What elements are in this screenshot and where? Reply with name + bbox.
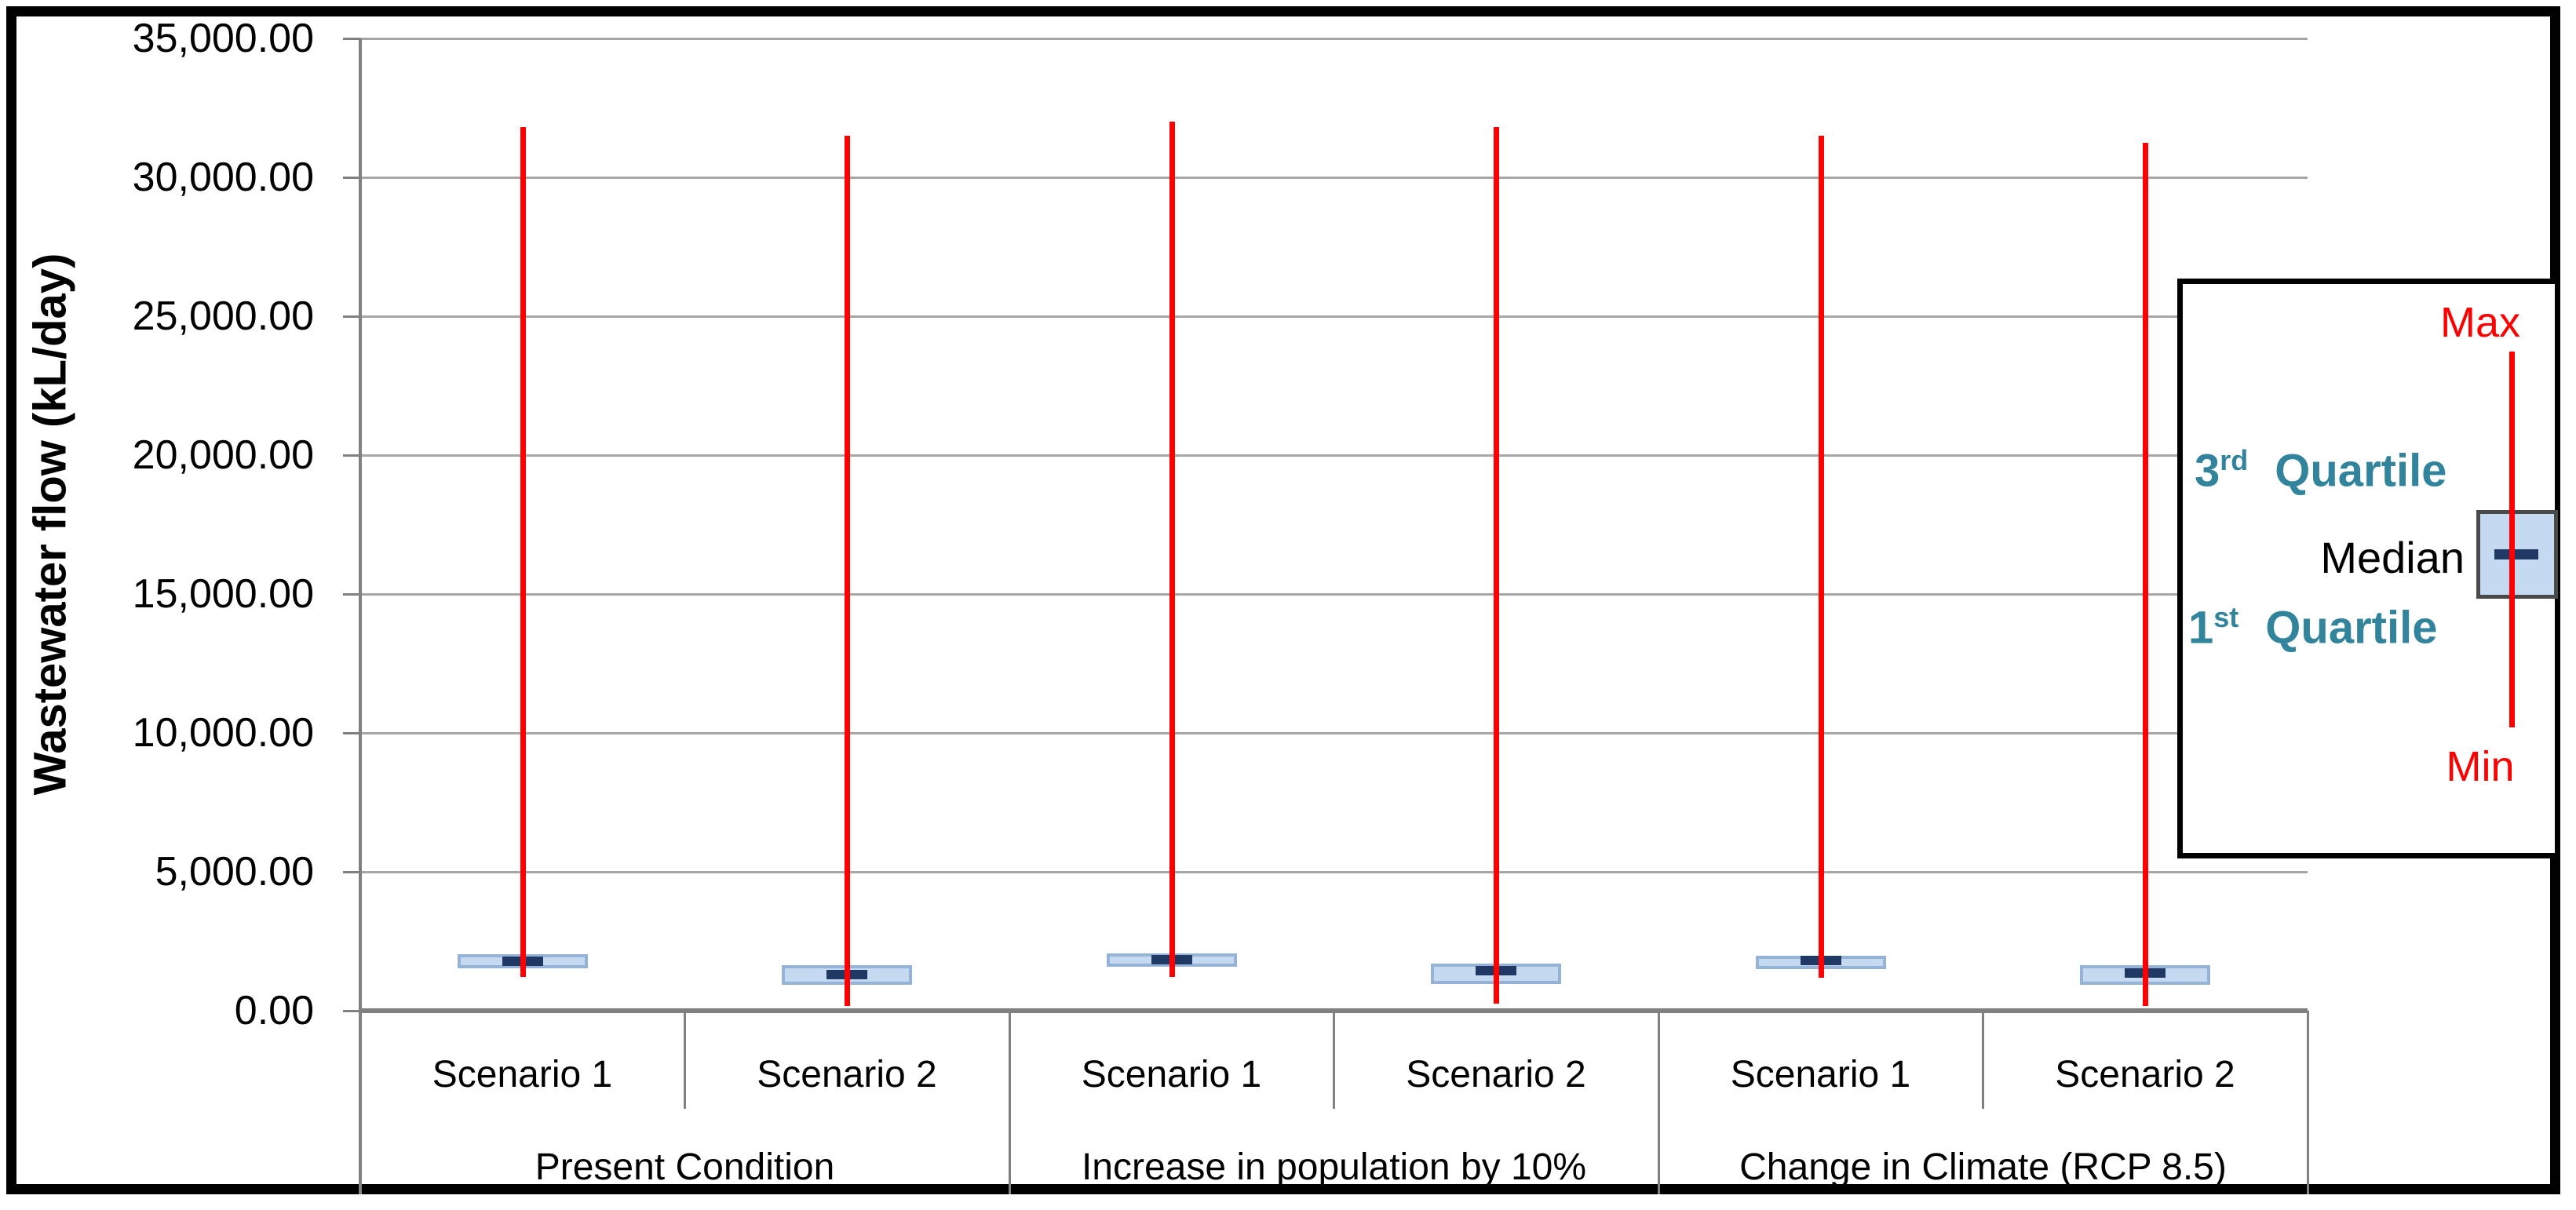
scenario-label: Scenario 2 [1406,1054,1586,1095]
gridline [360,593,2308,596]
y-axis-title: Wastewater flow (kL/day) [24,253,76,796]
gridline [360,315,2308,318]
y-tick-label: 15,000.00 [132,571,314,617]
y-tick-mark [343,732,360,734]
scenario-divider [1982,1011,1984,1109]
legend-q1-label: 1st Quartile [2188,601,2437,654]
legend-median-label: Median [2320,533,2465,582]
gridline [360,871,2308,873]
scenario-label: Scenario 2 [2055,1054,2235,1095]
y-tick-label: 20,000.00 [132,432,314,478]
gridline [360,732,2308,734]
legend-q1-number: 1 [2188,602,2214,654]
y-tick-mark [343,871,360,873]
x-tick-mark [359,1011,362,1022]
whisker-line [1494,126,1499,1004]
y-tick-mark [343,1010,360,1012]
group-divider [359,1011,362,1194]
y-tick-label: 0.00 [234,988,314,1033]
legend-q3-label: 3rd Quartile [2195,444,2446,497]
whisker-line [1169,122,1175,977]
x-tick-mark [1982,1011,1984,1022]
legend-q3-word: Quartile [2275,445,2447,497]
scenario-label: Scenario 1 [432,1054,613,1095]
group-divider [1009,1011,1011,1194]
gridline [360,38,2308,40]
legend-sample-box [2476,510,2558,599]
group-divider [1658,1011,1660,1194]
group-divider [2307,1011,2309,1194]
x-tick-mark [1333,1011,1335,1022]
scenario-divider [684,1011,686,1109]
group-label: Present Condition [535,1146,835,1188]
y-tick-mark [343,593,360,596]
y-axis-line [359,38,362,1194]
y-tick-mark [343,315,360,318]
scenario-label: Scenario 1 [1730,1054,1911,1095]
legend-q1-superscript: st [2213,601,2239,633]
legend-q3-superscript: rd [2220,444,2249,476]
legend-q1-word: Quartile [2265,602,2438,654]
scenario-label: Scenario 1 [1081,1054,1262,1095]
whisker-line [845,135,850,1006]
y-tick-label: 35,000.00 [132,16,314,61]
gridline [360,177,2308,179]
x-tick-mark [2307,1011,2309,1022]
whisker-line [1818,135,1824,978]
y-tick-mark [343,177,360,179]
legend-max-label: Max [2439,299,2520,346]
x-tick-mark [684,1011,686,1022]
y-tick-label: 10,000.00 [132,710,314,756]
gridline [360,454,2308,457]
whisker-line [520,127,526,978]
whisker-line [2143,143,2148,1006]
y-tick-label: 30,000.00 [132,155,314,200]
scenario-divider [1333,1011,1335,1109]
x-tick-mark [1658,1011,1660,1022]
legend-min-label: Min [2446,743,2515,790]
legend-median-dash [2494,549,2538,559]
y-tick-label: 5,000.00 [155,849,314,895]
legend-whisker-line [2509,352,2515,727]
x-tick-mark [1009,1011,1011,1022]
legend-q3-number: 3 [2195,445,2220,497]
scenario-label: Scenario 2 [757,1054,937,1095]
group-label: Increase in population by 10% [1081,1146,1587,1188]
group-label: Change in Climate (RCP 8.5) [1739,1146,2227,1188]
y-tick-mark [343,454,360,457]
y-tick-mark [343,38,360,40]
y-tick-label: 25,000.00 [132,293,314,339]
